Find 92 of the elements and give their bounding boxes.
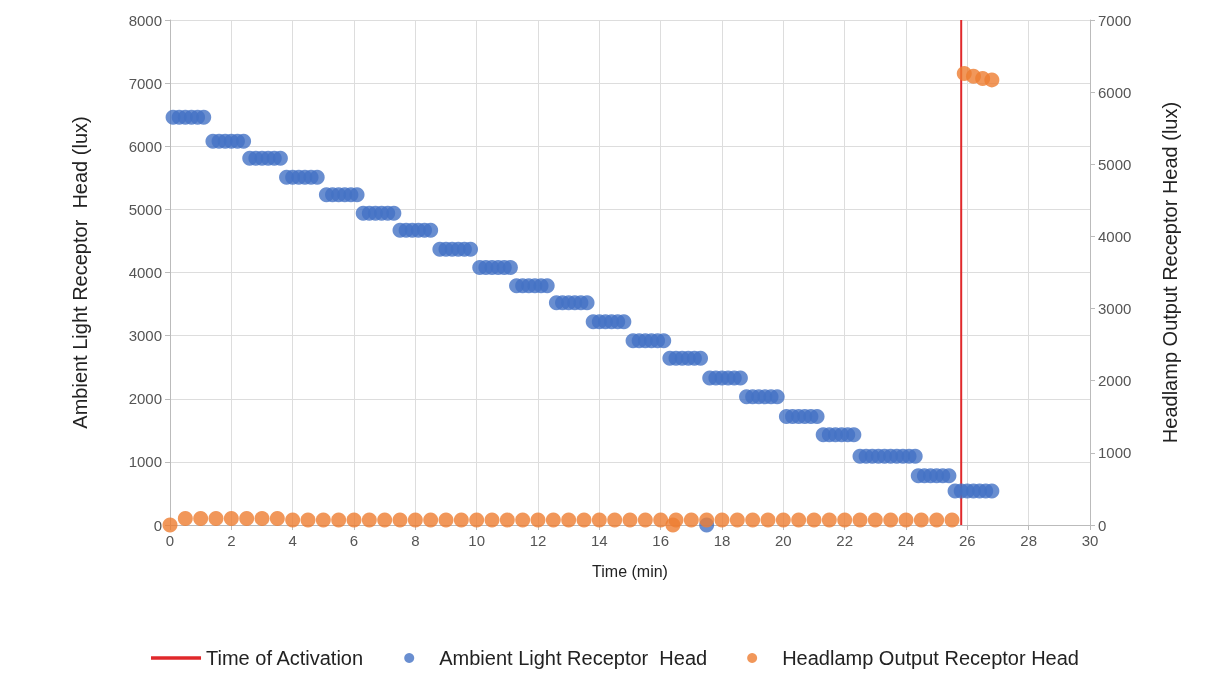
x-axis-title: Time (min): [592, 562, 668, 580]
point: [407, 512, 423, 528]
y2-tick-label: 3000: [1098, 300, 1132, 318]
point: [331, 512, 347, 528]
point: [852, 512, 868, 528]
y2-tick-label: 4000: [1098, 227, 1132, 245]
y-tick-label: 6000: [128, 137, 162, 155]
point: [499, 512, 515, 528]
y2-tick-label: 6000: [1098, 83, 1132, 101]
x-tick-label: 0: [165, 532, 175, 549]
point: [223, 511, 239, 526]
point: [484, 512, 500, 528]
point: [883, 512, 899, 528]
point: [653, 512, 669, 528]
point: [361, 512, 377, 528]
x-tick-label: 6: [349, 532, 359, 549]
point: [285, 512, 301, 528]
point: [346, 512, 362, 528]
y2-axis-title: Headlamp Output Receptor Head (lux): [1159, 101, 1181, 444]
point: [515, 512, 531, 528]
point: [591, 512, 607, 528]
y-tick-label: 8000: [128, 11, 162, 29]
x-tick-label: 18: [713, 532, 731, 549]
point: [315, 512, 331, 528]
point: [791, 512, 807, 528]
point: [775, 512, 791, 528]
point: [668, 512, 684, 528]
point: [392, 512, 408, 528]
point: [729, 512, 745, 528]
point: [239, 511, 255, 526]
point: [254, 511, 270, 526]
legend-label: Ambient Light Receptor Head: [439, 647, 708, 669]
point: [269, 511, 285, 526]
x-tick-label: 4: [288, 532, 297, 549]
point: [821, 512, 837, 528]
point: [637, 512, 653, 528]
y2-tick-label: 1000: [1098, 444, 1132, 462]
y-axis-title: Ambient Light Receptor Head (lux): [69, 116, 91, 429]
point: [300, 512, 316, 528]
point: [837, 512, 853, 528]
x-tick-label: 8: [411, 532, 420, 549]
point: [561, 512, 577, 528]
x-tick-label: 16: [652, 532, 670, 549]
point: [576, 512, 592, 528]
x-tick-label: 14: [590, 532, 608, 549]
x-tick-label: 28: [1020, 532, 1038, 549]
x-tick-label: 12: [529, 532, 547, 549]
y-tick-label: 7000: [128, 74, 162, 92]
x-tick-label: 30: [1081, 532, 1099, 549]
point: [867, 512, 883, 528]
point: [760, 512, 776, 528]
x-tick-label: 22: [836, 532, 854, 549]
y-tick-label: 5000: [128, 200, 162, 218]
point: [423, 512, 439, 528]
point: [806, 512, 822, 528]
x-tick-label: 10: [468, 532, 486, 549]
y-tick-label: 4000: [128, 264, 162, 281]
x-tick-label: 20: [774, 532, 792, 549]
point: [984, 72, 1000, 88]
point: [177, 511, 193, 526]
point: [208, 511, 224, 526]
y2-tick-label: 2000: [1098, 372, 1132, 390]
y2-tick-label: 5000: [1098, 155, 1132, 173]
y-tick-label: 2000: [128, 390, 162, 408]
point: [714, 512, 730, 528]
point: [453, 512, 469, 528]
y-tick-label: 1000: [128, 453, 162, 471]
point: [699, 512, 715, 528]
y-tick-label: 3000: [128, 327, 162, 345]
point: [745, 512, 761, 528]
point: [438, 512, 454, 528]
point: [469, 512, 485, 528]
point: [622, 512, 638, 528]
y-tick-label: 0: [153, 516, 162, 534]
y2-tick-label: 7000: [1098, 11, 1132, 29]
x-tick-label: 26: [958, 532, 976, 549]
point: [545, 512, 561, 528]
point: [162, 517, 178, 533]
y2-tick-label: 0: [1098, 516, 1107, 534]
point: [929, 512, 945, 528]
point: [607, 512, 623, 528]
x-tick-label: 2: [227, 532, 236, 549]
point: [913, 512, 929, 528]
point: [530, 512, 546, 528]
x-tick-label: 24: [897, 532, 915, 549]
point: [683, 512, 699, 528]
point: [944, 512, 960, 528]
point: [193, 511, 209, 526]
legend-label: Time of Activation: [206, 647, 364, 669]
legend-label: Headlamp Output Receptor Head: [782, 647, 1079, 669]
point: [898, 512, 914, 528]
point: [377, 512, 393, 528]
